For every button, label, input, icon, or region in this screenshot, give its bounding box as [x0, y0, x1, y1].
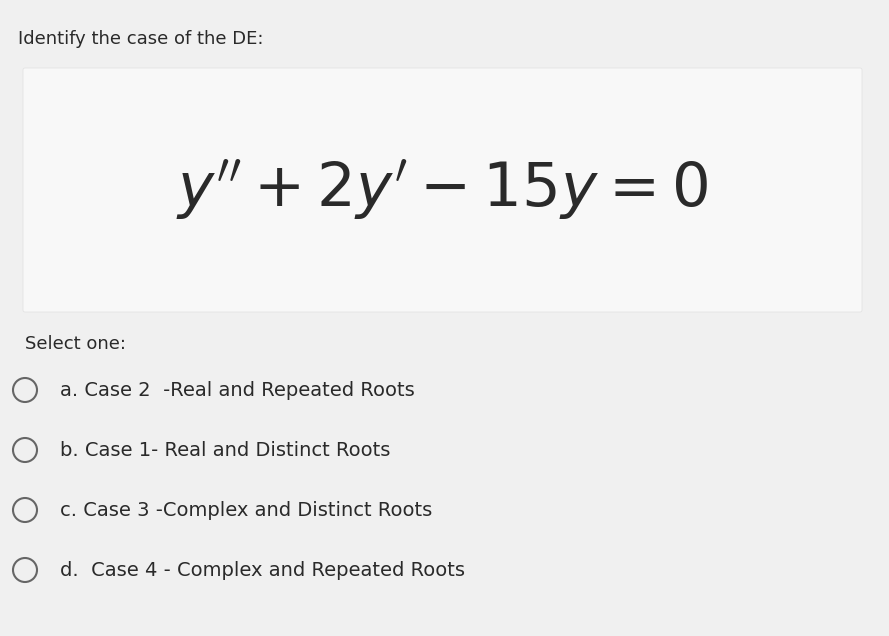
Text: b. Case 1- Real and Distinct Roots: b. Case 1- Real and Distinct Roots: [60, 441, 390, 459]
Text: c. Case 3 -Complex and Distinct Roots: c. Case 3 -Complex and Distinct Roots: [60, 501, 432, 520]
Circle shape: [13, 378, 37, 402]
Text: Identify the case of the DE:: Identify the case of the DE:: [18, 30, 263, 48]
Circle shape: [13, 438, 37, 462]
Text: $y'' + 2y' - 15y = 0$: $y'' + 2y' - 15y = 0$: [176, 158, 709, 223]
Text: Select one:: Select one:: [25, 335, 126, 353]
Circle shape: [13, 498, 37, 522]
FancyBboxPatch shape: [23, 68, 862, 312]
Circle shape: [13, 558, 37, 582]
Text: a. Case 2  -Real and Repeated Roots: a. Case 2 -Real and Repeated Roots: [60, 380, 415, 399]
Text: d.  Case 4 - Complex and Repeated Roots: d. Case 4 - Complex and Repeated Roots: [60, 560, 465, 579]
